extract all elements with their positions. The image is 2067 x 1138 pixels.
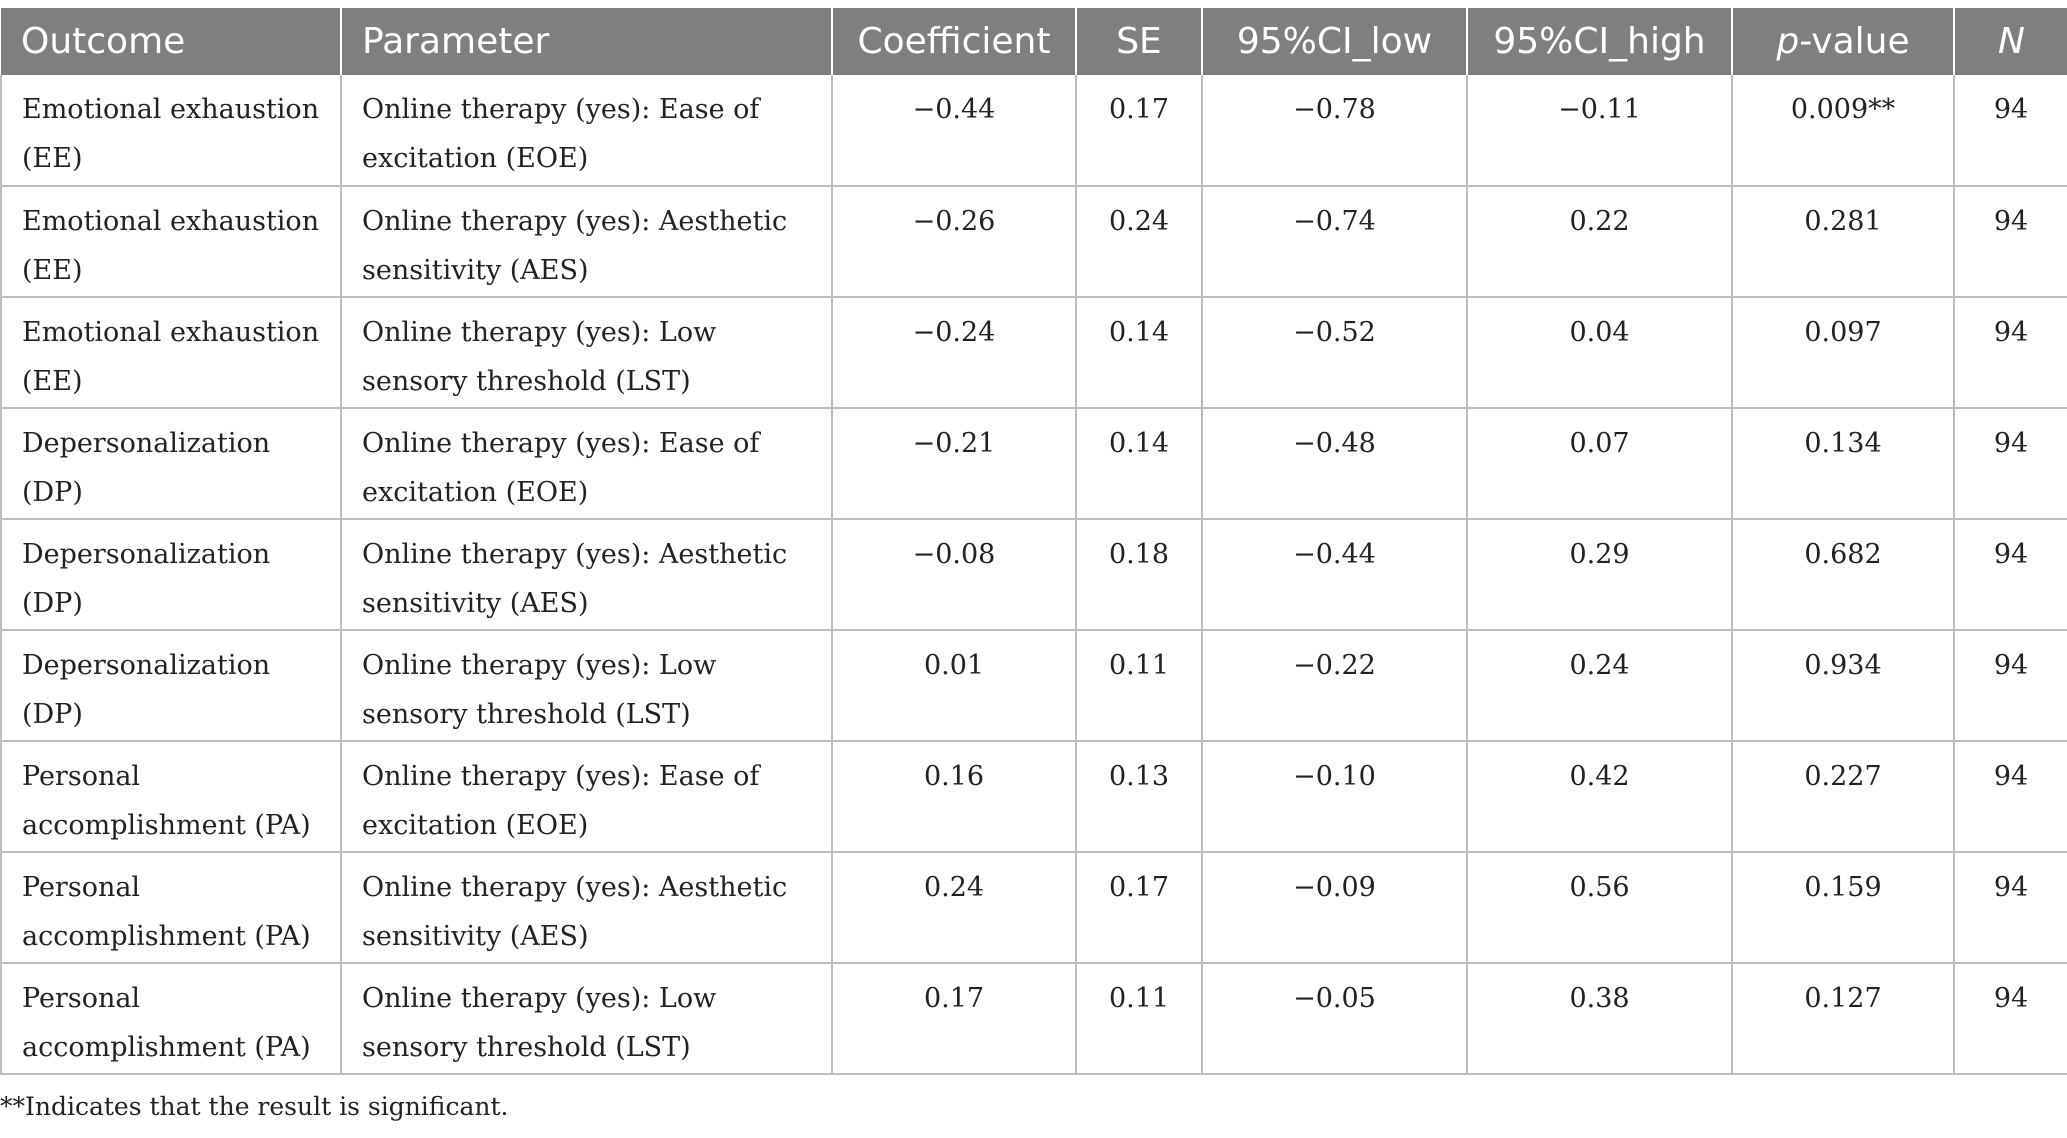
cell-ci-high: 0.29 xyxy=(1466,519,1732,631)
cell-ci-low: −0.52 xyxy=(1201,297,1467,409)
cell-n: 94 xyxy=(1953,75,2067,187)
table-row: Emotional exhaustion (EE) Online therapy… xyxy=(0,297,2067,409)
cell-ci-high: 0.42 xyxy=(1466,741,1732,853)
cell-parameter: Online therapy (yes): Ease of excitation… xyxy=(340,75,832,187)
cell-ci-low: −0.09 xyxy=(1201,852,1467,964)
cell-ci-high: 0.07 xyxy=(1466,408,1732,520)
cell-coefficient: 0.24 xyxy=(831,852,1076,964)
header-p-rest: -value xyxy=(1799,21,1910,62)
cell-parameter: Online therapy (yes): Aesthetic sensitiv… xyxy=(340,186,832,298)
table-row: Personal accomplishment (PA) Online ther… xyxy=(0,963,2067,1075)
cell-n: 94 xyxy=(1953,408,2067,520)
cell-ci-low: −0.78 xyxy=(1201,75,1467,187)
cell-n: 94 xyxy=(1953,186,2067,298)
cell-parameter: Online therapy (yes): Aesthetic sensitiv… xyxy=(340,519,832,631)
cell-se: 0.14 xyxy=(1075,408,1202,520)
table-row: Depersonalization (DP) Online therapy (y… xyxy=(0,408,2067,520)
cell-se: 0.18 xyxy=(1075,519,1202,631)
cell-outcome: Depersonalization (DP) xyxy=(0,630,341,742)
cell-parameter: Online therapy (yes): Ease of excitation… xyxy=(340,408,832,520)
cell-p-value: 0.682 xyxy=(1731,519,1954,631)
cell-outcome: Emotional exhaustion (EE) xyxy=(0,297,341,409)
cell-p-value: 0.934 xyxy=(1731,630,1954,742)
cell-ci-high: 0.04 xyxy=(1466,297,1732,409)
cell-ci-high: 0.38 xyxy=(1466,963,1732,1075)
results-table: Outcome Parameter Coefficient SE 95%CI_l… xyxy=(0,8,2067,1075)
header-coefficient: Coefficient xyxy=(831,8,1076,75)
cell-p-value: 0.281 xyxy=(1731,186,1954,298)
cell-p-value: 0.127 xyxy=(1731,963,1954,1075)
cell-coefficient: −0.21 xyxy=(831,408,1076,520)
cell-ci-low: −0.48 xyxy=(1201,408,1467,520)
cell-ci-high: 0.56 xyxy=(1466,852,1732,964)
cell-ci-low: −0.74 xyxy=(1201,186,1467,298)
cell-se: 0.24 xyxy=(1075,186,1202,298)
cell-coefficient: −0.44 xyxy=(831,75,1076,187)
cell-ci-low: −0.44 xyxy=(1201,519,1467,631)
results-table-container: Outcome Parameter Coefficient SE 95%CI_l… xyxy=(0,8,2067,1075)
cell-parameter: Online therapy (yes): Low sensory thresh… xyxy=(340,630,832,742)
cell-coefficient: 0.01 xyxy=(831,630,1076,742)
cell-ci-high: 0.24 xyxy=(1466,630,1732,742)
cell-ci-high: 0.22 xyxy=(1466,186,1732,298)
cell-outcome: Emotional exhaustion (EE) xyxy=(0,75,341,187)
header-p-value: p-value xyxy=(1731,8,1954,75)
cell-se: 0.17 xyxy=(1075,852,1202,964)
header-parameter: Parameter xyxy=(340,8,832,75)
header-outcome: Outcome xyxy=(1,8,341,75)
cell-outcome: Depersonalization (DP) xyxy=(0,408,341,520)
cell-coefficient: −0.08 xyxy=(831,519,1076,631)
cell-p-value: 0.159 xyxy=(1731,852,1954,964)
cell-outcome: Personal accomplishment (PA) xyxy=(0,963,341,1075)
table-footnote: **Indicates that the result is significa… xyxy=(0,1092,509,1121)
cell-se: 0.11 xyxy=(1075,630,1202,742)
cell-outcome: Depersonalization (DP) xyxy=(0,519,341,631)
cell-p-value: 0.134 xyxy=(1731,408,1954,520)
header-ci-high: 95%CI_high xyxy=(1466,8,1732,75)
cell-outcome: Personal accomplishment (PA) xyxy=(0,852,341,964)
cell-parameter: Online therapy (yes): Low sensory thresh… xyxy=(340,297,832,409)
cell-coefficient: −0.24 xyxy=(831,297,1076,409)
table-row: Emotional exhaustion (EE) Online therapy… xyxy=(0,186,2067,298)
cell-ci-low: −0.22 xyxy=(1201,630,1467,742)
cell-n: 94 xyxy=(1953,963,2067,1075)
cell-n: 94 xyxy=(1953,519,2067,631)
cell-coefficient: 0.17 xyxy=(831,963,1076,1075)
cell-se: 0.17 xyxy=(1075,75,1202,187)
cell-parameter: Online therapy (yes): Aesthetic sensitiv… xyxy=(340,852,832,964)
cell-n: 94 xyxy=(1953,630,2067,742)
table-row: Personal accomplishment (PA) Online ther… xyxy=(0,852,2067,964)
cell-n: 94 xyxy=(1953,852,2067,964)
cell-p-value: 0.009** xyxy=(1731,75,1954,187)
cell-n: 94 xyxy=(1953,297,2067,409)
header-n-italic: N xyxy=(1998,21,2025,62)
header-n: N xyxy=(1953,8,2067,75)
cell-outcome: Personal accomplishment (PA) xyxy=(0,741,341,853)
cell-parameter: Online therapy (yes): Ease of excitation… xyxy=(340,741,832,853)
cell-parameter: Online therapy (yes): Low sensory thresh… xyxy=(340,963,832,1075)
cell-ci-low: −0.05 xyxy=(1201,963,1467,1075)
table-row: Emotional exhaustion (EE) Online therapy… xyxy=(0,75,2067,187)
table-row: Personal accomplishment (PA) Online ther… xyxy=(0,741,2067,853)
cell-n: 94 xyxy=(1953,741,2067,853)
cell-se: 0.14 xyxy=(1075,297,1202,409)
cell-outcome: Emotional exhaustion (EE) xyxy=(0,186,341,298)
cell-ci-low: −0.10 xyxy=(1201,741,1467,853)
table-row: Depersonalization (DP) Online therapy (y… xyxy=(0,630,2067,742)
cell-p-value: 0.227 xyxy=(1731,741,1954,853)
cell-coefficient: 0.16 xyxy=(831,741,1076,853)
cell-se: 0.11 xyxy=(1075,963,1202,1075)
cell-ci-high: −0.11 xyxy=(1466,75,1732,187)
header-row: Outcome Parameter Coefficient SE 95%CI_l… xyxy=(1,8,2067,75)
cell-coefficient: −0.26 xyxy=(831,186,1076,298)
cell-p-value: 0.097 xyxy=(1731,297,1954,409)
header-p-italic: p xyxy=(1776,21,1800,62)
header-ci-low: 95%CI_low xyxy=(1201,8,1467,75)
cell-se: 0.13 xyxy=(1075,741,1202,853)
table-row: Depersonalization (DP) Online therapy (y… xyxy=(0,519,2067,631)
header-se: SE xyxy=(1075,8,1202,75)
